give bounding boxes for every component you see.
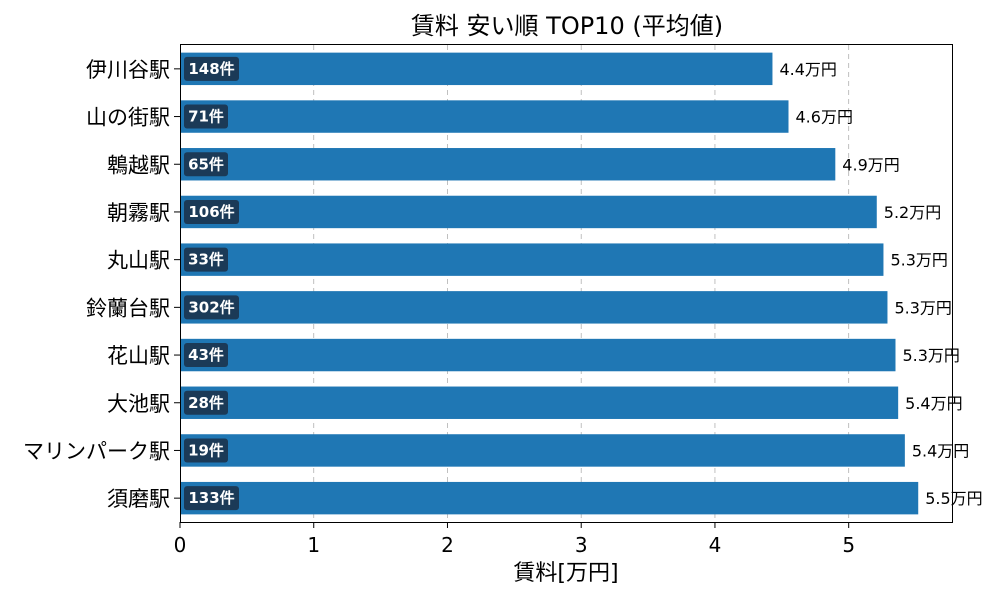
x-axis-label: 賃料[万円] [513,561,618,586]
chart-title: 賃料 安い順 TOP10 (平均値) [411,12,723,40]
bar [180,148,836,181]
x-tick-label: 3 [575,533,588,557]
count-badges: 148件 71件 65件 106件 33件 302件 43件 28件 19件 133件 [184,56,239,511]
bar [180,243,884,276]
count-label: 302件 [188,298,234,316]
count-badge [184,390,228,415]
y-tick-label: 大池駅 [107,392,170,416]
count-badge [184,486,239,511]
y-tick-label: 花山駅 [107,344,170,368]
count-badge [184,104,228,129]
value-label: 5.4万円 [912,441,969,460]
bar [180,291,888,324]
count-badge [184,343,228,368]
count-label: 19件 [188,441,224,459]
value-label: 4.9万円 [842,155,899,174]
y-tick-label: 丸山駅 [107,249,170,273]
x-tick-label: 5 [842,533,855,557]
y-tick-label: マリンパーク駅 [23,439,170,463]
x-tick-label: 1 [307,533,320,557]
y-tick-label: 鈴蘭台駅 [86,296,170,320]
count-label: 43件 [188,346,224,364]
y-tick-label: 伊川谷駅 [86,58,170,82]
count-label: 106件 [188,203,234,221]
count-label: 33件 [188,251,224,269]
bar [180,100,789,133]
count-badge [184,199,239,224]
count-badge [184,438,228,463]
y-tick-label: 鵯越駅 [107,153,170,177]
count-label: 28件 [188,394,224,412]
bar [180,52,773,86]
count-label: 65件 [188,155,224,173]
value-label: 4.4万円 [779,60,836,79]
value-label: 5.3万円 [890,251,947,270]
value-label: 5.2万円 [884,203,941,222]
y-tick-label: 朝霧駅 [107,201,170,225]
value-label: 5.4万円 [905,394,962,413]
count-badge [184,152,228,177]
bar [180,338,896,372]
bar [180,481,919,515]
y-tick-label: 須磨駅 [107,487,170,511]
count-badge [184,56,239,81]
bar [180,195,877,229]
bars [180,52,919,515]
y-tick-label: 山の街駅 [86,106,170,130]
bar [180,434,905,467]
value-labels: 4.4万円 4.6万円 4.9万円 5.2万円 5.3万円 5.3万円 5.3万円 5.4万円… [779,60,982,508]
count-label: 148件 [188,60,234,78]
plot-frame [180,44,953,523]
count-label: 71件 [188,108,224,126]
value-label: 5.3万円 [902,346,959,365]
value-label: 5.3万円 [894,298,951,317]
count-badge [184,295,239,320]
x-tick-label: 2 [441,533,454,557]
count-label: 133件 [188,489,234,507]
x-tick-label: 4 [709,533,722,557]
x-tick-labels: 0 1 2 3 4 5 [174,522,855,557]
value-label: 5.5万円 [925,489,982,508]
bar [180,386,899,419]
value-label: 4.6万円 [796,108,853,127]
x-tick-label: 0 [174,533,187,557]
count-badge [184,247,228,272]
